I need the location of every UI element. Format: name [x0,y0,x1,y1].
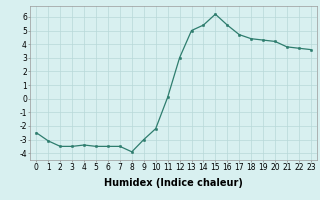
X-axis label: Humidex (Indice chaleur): Humidex (Indice chaleur) [104,178,243,188]
